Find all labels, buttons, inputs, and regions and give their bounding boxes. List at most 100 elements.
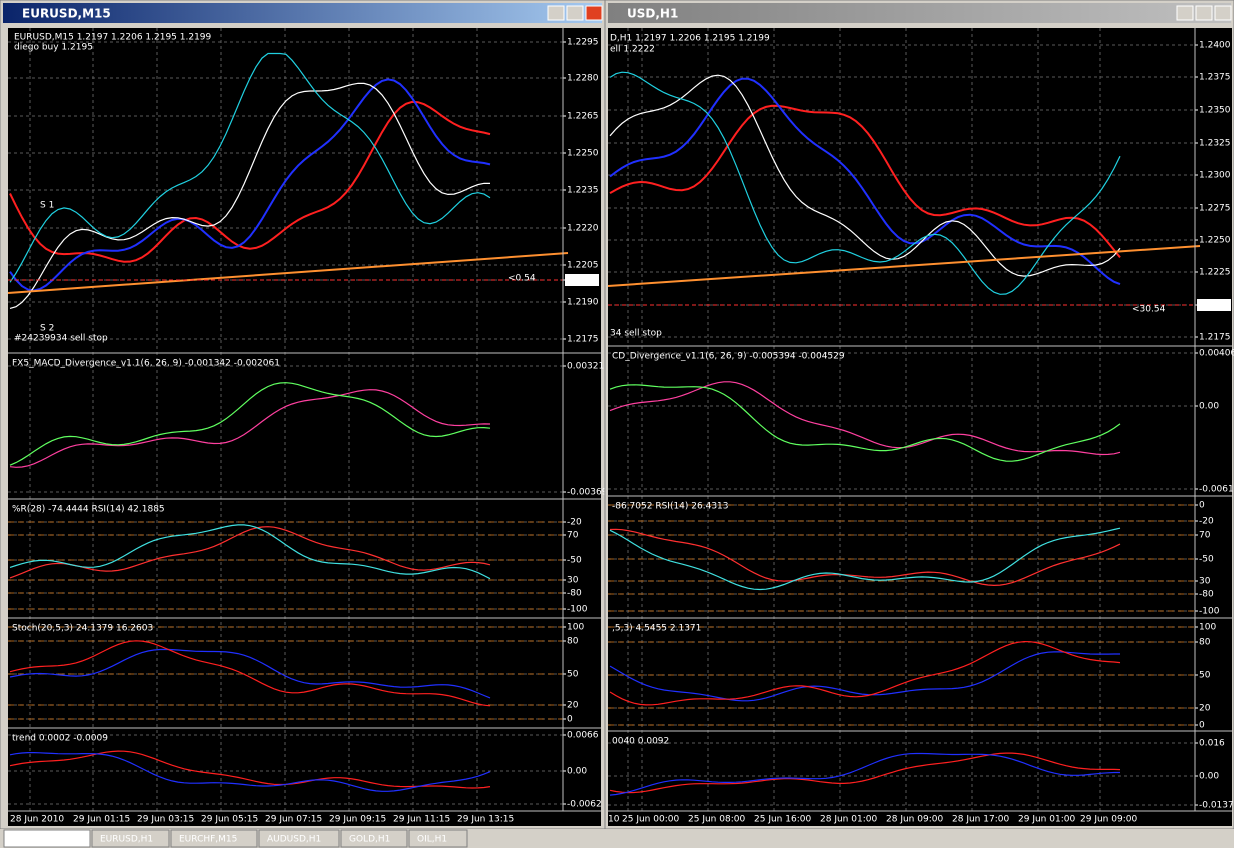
indicator-label: ,5,3) 4.5455 2.1371	[612, 624, 701, 634]
maximize-button[interactable]	[1195, 5, 1213, 21]
scale-label: 1.2175	[567, 335, 599, 345]
time-label: 29 Jun 09:00	[1080, 815, 1137, 825]
indicator-label: <30.54	[1132, 305, 1166, 315]
time-label: 29 Jun 03:15	[137, 815, 194, 825]
chart-area	[8, 28, 601, 826]
time-label: 25 Jun 00:00	[622, 815, 679, 825]
window-title: EURUSD,M15	[22, 7, 111, 21]
tab[interactable]	[3, 829, 91, 848]
scale-label: -20	[1199, 517, 1214, 527]
minimize-button[interactable]	[1176, 5, 1194, 21]
scale-label: 0	[1199, 721, 1205, 731]
trend-line	[7, 252, 569, 294]
scale-label: 0.0066	[567, 731, 599, 741]
scale-label: 1.2300	[1199, 171, 1231, 181]
time-label: 28 Jun 17:00	[952, 815, 1009, 825]
scale-label: -100	[567, 605, 588, 615]
tab-label[interactable]: EURUSD,M15	[12, 835, 72, 845]
close-button[interactable]	[1214, 5, 1232, 21]
scale-label: 70	[567, 531, 579, 541]
tab[interactable]	[170, 829, 258, 848]
title-bar	[3, 3, 602, 23]
time-label: 25 Jun 16:00	[754, 815, 811, 825]
scale-label: -100	[1199, 607, 1220, 617]
indicator-line	[9, 648, 491, 699]
scale-label: 1.2295	[567, 38, 599, 48]
scale-label: 0	[1199, 501, 1205, 511]
scale-label: 1.2199	[1199, 301, 1231, 311]
indicator-label: #24239934 sell stop	[14, 334, 108, 344]
price-marker	[1197, 299, 1231, 311]
indicator-line	[609, 71, 1121, 295]
scale-label: -0.00369	[567, 488, 608, 498]
scale-label: 50	[567, 670, 579, 680]
scale-label: 1.2325	[1199, 139, 1231, 149]
time-label: 10	[608, 815, 620, 825]
scale-label: 1.2225	[1199, 268, 1231, 278]
title-bar	[608, 3, 1231, 23]
indicator-line	[609, 752, 1120, 796]
indicator-line	[609, 651, 1120, 702]
close-button[interactable]	[585, 5, 603, 21]
tab-label[interactable]: GOLD,H1	[349, 835, 390, 845]
indicator-line	[9, 78, 491, 292]
tab[interactable]	[340, 829, 408, 848]
scale-label: -0.00619	[1199, 485, 1234, 495]
time-label: 29 Jun 07:15	[265, 815, 322, 825]
scale-label: 80	[1199, 638, 1211, 648]
scale-label: 1.2175	[1199, 333, 1231, 343]
scale-label: 80	[567, 637, 579, 647]
scale-label: -50	[567, 556, 582, 566]
scale-label: 100	[567, 623, 584, 633]
scale-label: -50	[1199, 555, 1214, 565]
indicator-line	[9, 100, 491, 263]
indicator-label: FX5_MACD_Divergence_v1.1(6, 26, 9) -0.00…	[12, 359, 280, 369]
scale-label: 1.2205	[567, 261, 599, 271]
indicator-label: Stoch(20,5,3) 24.1379 16.2603	[12, 624, 153, 634]
scale-label: 1.2220	[567, 224, 599, 234]
scale-label: -0.0062	[567, 800, 602, 810]
indicator-label: EURUSD,M15 1.2197 1.2206 1.2195 1.2199	[14, 33, 212, 43]
scale-label: 0.00	[1199, 402, 1219, 412]
indicator-label: ell 1.2222	[610, 45, 655, 55]
indicator-label: CD_Divergence_v1.1(6, 26, 9) -0.005394 -…	[612, 352, 845, 362]
indicator-line	[9, 750, 491, 789]
indicator-line	[609, 104, 1121, 259]
minimize-button[interactable]	[547, 5, 565, 21]
indicator-line	[609, 752, 1121, 794]
price-marker	[565, 274, 599, 286]
scale-label: 1.2199	[567, 276, 599, 286]
scale-label: 0.00	[567, 767, 587, 777]
indicator-line	[609, 640, 1121, 706]
indicator-line	[9, 52, 491, 283]
indicator-label: %R(28) -74.4444 RSI(14) 42.1885	[12, 505, 165, 515]
scale-label: 0.00	[1199, 772, 1219, 782]
tab-label[interactable]: EURUSD,H1	[100, 835, 153, 845]
scale-label: 1.2250	[1199, 236, 1231, 246]
tab[interactable]	[91, 829, 170, 848]
time-label: 29 Jun 09:15	[329, 815, 386, 825]
indicator-line	[9, 640, 491, 707]
tab-label[interactable]: AUDUSD,H1	[267, 835, 321, 845]
scale-label: -80	[1199, 590, 1214, 600]
time-label: 29 Jun 05:15	[201, 815, 258, 825]
scale-label: 1.2280	[567, 74, 599, 84]
indicator-label: diego buy 1.2195	[14, 43, 93, 53]
time-label: 28 Jun 01:00	[820, 815, 877, 825]
tab-label[interactable]: EURCHF,M15	[179, 835, 237, 845]
time-label: 29 Jun 11:15	[393, 815, 450, 825]
scale-label: 1.2275	[1199, 204, 1231, 214]
tab[interactable]	[408, 829, 468, 848]
tab-label[interactable]: OIL,H1	[417, 835, 447, 845]
indicator-line	[9, 526, 491, 579]
scale-label: 70	[1199, 531, 1211, 541]
scale-label: -80	[567, 589, 582, 599]
indicator-label: S 1	[40, 201, 54, 211]
maximize-button[interactable]	[566, 5, 584, 21]
scale-label: 0.016	[1199, 739, 1225, 749]
time-label: 25 Jun 08:00	[688, 815, 745, 825]
tab[interactable]	[258, 829, 340, 848]
time-label: 28 Jun 09:00	[886, 815, 943, 825]
window-title: USD,H1	[627, 7, 678, 21]
indicator-line	[609, 77, 1121, 286]
